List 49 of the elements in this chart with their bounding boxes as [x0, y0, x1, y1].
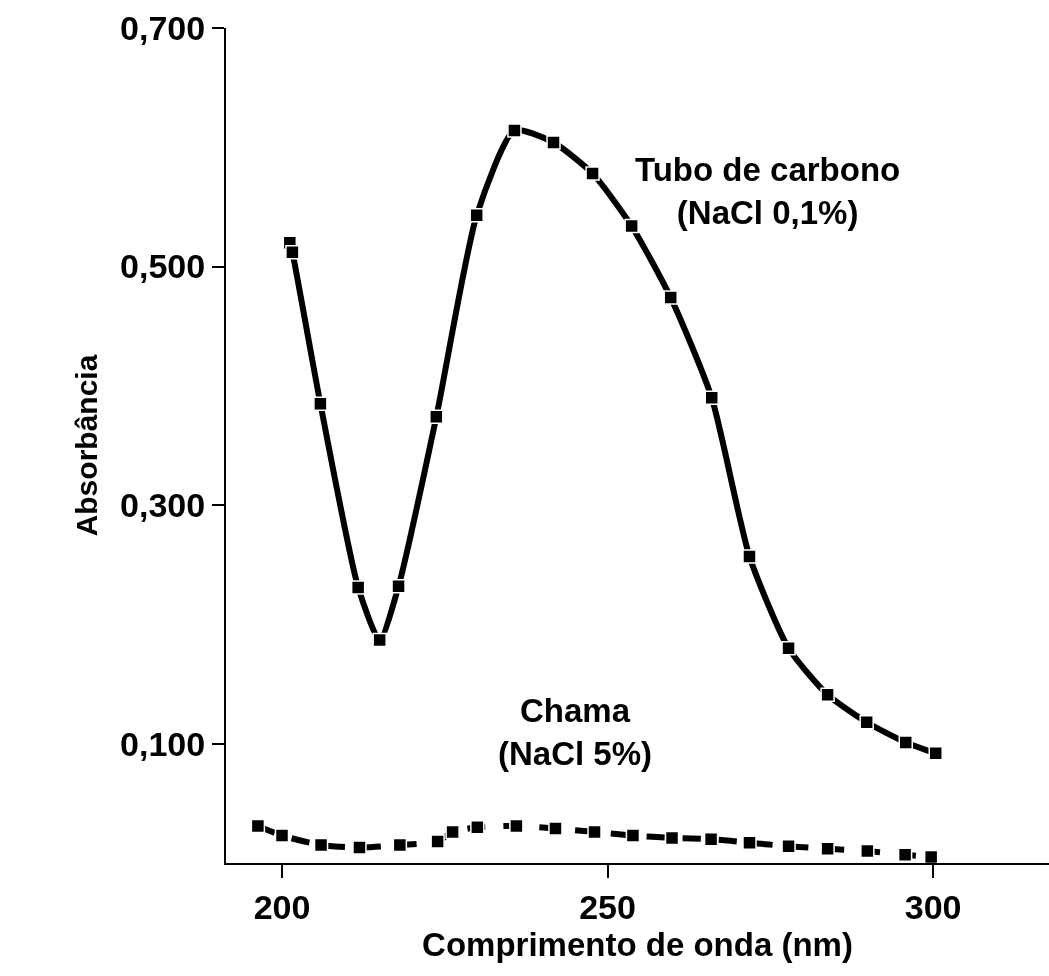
- point: [820, 841, 835, 856]
- point: [469, 208, 484, 223]
- point: [546, 135, 561, 150]
- point: [313, 396, 328, 411]
- point: [625, 828, 641, 843]
- point: [781, 641, 796, 656]
- y-axis-title: Absorbância: [69, 354, 103, 537]
- point: [250, 818, 266, 834]
- x-tick-label: 300: [904, 887, 962, 926]
- point: [285, 245, 300, 260]
- series-label: Tubo de carbono (NaCl 0,1%): [635, 151, 901, 231]
- point: [391, 579, 406, 594]
- series-label: Chama (NaCl 5%): [498, 692, 653, 772]
- point: [820, 687, 835, 703]
- point: [445, 824, 460, 840]
- point: [663, 290, 678, 305]
- point: [897, 847, 913, 862]
- point: [742, 835, 757, 850]
- point: [372, 632, 387, 648]
- point: [548, 821, 563, 836]
- point: [430, 834, 445, 849]
- y-tick-label: 0,700: [120, 8, 206, 47]
- point: [392, 837, 408, 853]
- point: [509, 818, 524, 834]
- point: [860, 843, 875, 859]
- point: [859, 714, 874, 730]
- y-tick-label: 0,300: [120, 486, 206, 525]
- point: [470, 819, 485, 835]
- point: [350, 580, 366, 595]
- y-tick-label: 0,500: [120, 247, 206, 286]
- point: [898, 735, 914, 750]
- point: [587, 824, 602, 840]
- point: [742, 549, 757, 564]
- point: [624, 218, 639, 234]
- point: [585, 166, 600, 181]
- point: [704, 390, 719, 406]
- y-tick-label: 0,100: [120, 724, 206, 763]
- point: [703, 831, 719, 847]
- point: [928, 746, 943, 761]
- x-tick-label: 250: [579, 887, 636, 926]
- point: [781, 839, 796, 854]
- x-axis-title: Comprimento de onda (nm): [422, 925, 853, 963]
- point: [313, 837, 329, 853]
- point: [352, 840, 367, 855]
- point: [274, 828, 290, 843]
- point: [429, 409, 444, 425]
- x-tick-label: 200: [253, 887, 311, 926]
- point: [664, 830, 680, 846]
- point: [507, 123, 522, 138]
